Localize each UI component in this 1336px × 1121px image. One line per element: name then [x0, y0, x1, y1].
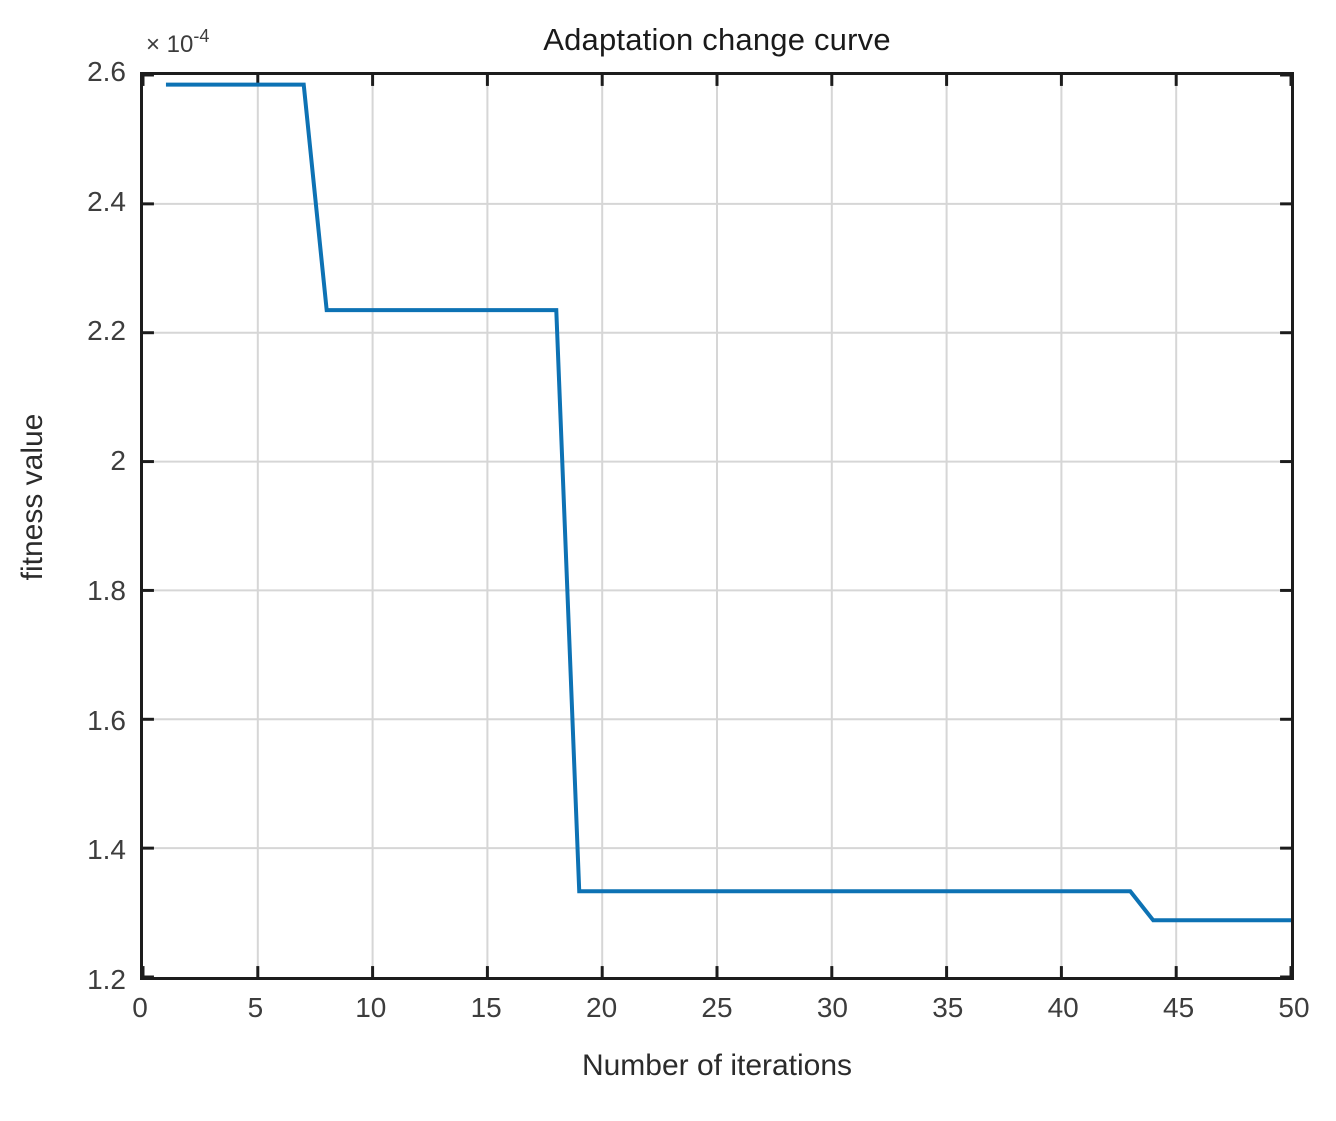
y-axis-tick-label: 2.6 — [87, 56, 126, 87]
y-axis-exponent-label: × 10-4 — [146, 26, 209, 59]
x-axis-tick-label: 50 — [1278, 992, 1310, 1023]
x-axis-tick-label: 35 — [932, 992, 964, 1023]
y-axis-tick-label: 1.4 — [87, 834, 126, 866]
fitness-curve — [143, 75, 1291, 977]
y-axis-exponent-base: × 10 — [146, 31, 194, 58]
y-axis-tick-label: 2 — [110, 445, 126, 477]
y-axis-tick-label: 2.4 — [87, 185, 126, 217]
y-axis-tick-label: 1.8 — [87, 574, 126, 606]
chart-title: Adaptation change curve — [543, 22, 891, 57]
y-axis-tick-label: 1.6 — [87, 704, 126, 736]
x-axis-title: Number of iterations — [581, 1049, 853, 1082]
x-axis-tick-label: 20 — [586, 992, 618, 1023]
x-axis-tick-label: 5 — [247, 992, 264, 1023]
x-axis-tick-label: 15 — [470, 992, 502, 1023]
series-line-fitness-value — [166, 85, 1291, 921]
y-axis-exponent-power: -4 — [193, 26, 210, 46]
x-axis-tick-label: 0 — [132, 992, 148, 1023]
x-axis-tick-label: 10 — [355, 992, 387, 1023]
y-axis-tick-label: 1.2 — [87, 964, 126, 995]
x-axis-tick-label: 30 — [816, 992, 848, 1023]
y-axis-tick-label: 2.2 — [87, 315, 126, 347]
x-axis-tick-label: 25 — [701, 992, 733, 1023]
x-axis-tick-label: 40 — [1047, 992, 1079, 1023]
plot-area — [140, 72, 1294, 980]
grid-lines — [143, 75, 1291, 977]
y-axis-title: fitness value — [16, 413, 49, 581]
x-axis-tick-label: 45 — [1163, 992, 1195, 1023]
